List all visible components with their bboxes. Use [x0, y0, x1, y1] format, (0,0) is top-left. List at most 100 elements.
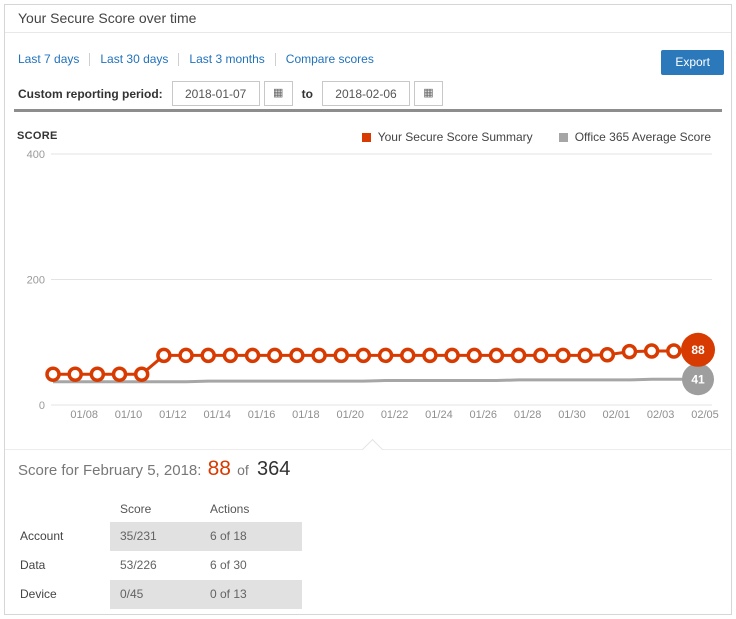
link-last-30-days[interactable]: Last 30 days	[100, 52, 169, 66]
link-last-3-months[interactable]: Last 3 months	[189, 52, 265, 66]
link-separator	[274, 52, 276, 66]
y-axis-title: SCORE	[17, 130, 58, 142]
score-detail-panel: Score for February 5, 2018: 88 of 364 Sc…	[18, 457, 718, 609]
x-tick-label: 02/03	[647, 409, 675, 421]
page-title: Your Secure Score over time	[18, 10, 197, 26]
data-point[interactable]	[666, 343, 682, 359]
total-score: 364	[257, 458, 291, 480]
data-point[interactable]	[222, 347, 239, 364]
data-point[interactable]	[311, 347, 327, 364]
x-tick-label: 02/05	[691, 409, 719, 421]
data-point[interactable]	[555, 347, 571, 364]
average-score-line	[53, 377, 696, 384]
table-cell-actions: 0 of 13	[200, 580, 302, 609]
column-header-actions: Actions	[210, 502, 250, 516]
table-row-label: Device	[20, 587, 57, 601]
data-point[interactable]	[643, 343, 660, 359]
x-tick-label: 01/16	[248, 409, 276, 421]
link-last-7-days[interactable]: Last 7 days	[18, 52, 80, 66]
data-point[interactable]	[621, 343, 638, 360]
data-point[interactable]	[422, 347, 438, 364]
x-tick-label: 01/10	[115, 409, 143, 421]
data-point[interactable]	[488, 347, 505, 364]
column-header-blank	[18, 496, 110, 522]
column-header-score: Score	[120, 502, 152, 516]
table-cell-score: 53/226	[120, 558, 157, 572]
custom-reporting-period: Custom reporting period: ▦ to ▦	[18, 81, 443, 106]
data-point[interactable]	[355, 347, 372, 364]
of-label: of	[237, 462, 249, 478]
x-tick-label: 01/26	[470, 409, 498, 421]
custom-period-label: Custom reporting period:	[18, 86, 163, 101]
line-chart-canvas[interactable]: 0 200 400 01/08 01/10 01/12 01/14 01/16 01/18 01/…	[5, 117, 733, 453]
data-point[interactable]	[133, 366, 150, 383]
data-point[interactable]	[333, 347, 349, 364]
section-divider	[14, 109, 722, 112]
date-from-input[interactable]	[171, 81, 260, 106]
average-score-end-value: 41	[691, 372, 705, 386]
time-range-links: Last 7 days Last 30 days Last 3 months C…	[18, 52, 374, 66]
x-tick-label: 01/30	[558, 409, 586, 421]
data-point[interactable]	[266, 347, 283, 364]
table-row-label: Data	[20, 558, 46, 572]
data-point[interactable]	[178, 347, 194, 364]
secure-score-end-value: 88	[691, 343, 705, 357]
data-point[interactable]	[45, 366, 61, 383]
data-point[interactable]	[599, 347, 616, 363]
secure-score-swatch-icon	[361, 132, 371, 142]
x-tick-label: 01/18	[292, 409, 320, 421]
data-point[interactable]	[111, 366, 128, 383]
x-tick-label: 01/12	[159, 409, 187, 421]
data-point[interactable]	[577, 347, 593, 364]
data-point[interactable]	[156, 347, 172, 364]
table-row-label: Account	[20, 529, 64, 543]
data-point[interactable]	[244, 347, 261, 364]
legend-label: Office 365 Average Score	[574, 130, 711, 144]
data-point[interactable]	[377, 347, 394, 364]
chart-legend: Your Secure Score Summary Office 365 Ave…	[361, 130, 711, 144]
x-tick-label: 02/01	[603, 409, 631, 421]
calendar-icon[interactable]: ▦	[414, 81, 443, 106]
score-breakdown-table: Score Actions Account 35/231 6 of 18 Dat…	[18, 496, 718, 609]
x-tick-label: 01/20	[336, 409, 364, 421]
y-tick-label: 400	[27, 149, 45, 161]
link-separator	[89, 52, 91, 66]
detail-heading: Score for February 5, 2018: 88 of 364	[18, 457, 718, 481]
data-point[interactable]	[89, 366, 106, 383]
average-score-end-bubble[interactable]	[682, 363, 714, 396]
x-tick-label: 01/28	[514, 409, 542, 421]
table-cell-actions: 6 of 18	[200, 522, 302, 551]
data-point[interactable]	[289, 347, 305, 364]
x-tick-label: 01/24	[425, 409, 453, 421]
x-tick-label: 01/22	[381, 409, 409, 421]
data-point[interactable]	[444, 347, 460, 364]
link-separator	[178, 52, 180, 66]
current-score: 88	[207, 457, 231, 480]
calendar-icon[interactable]: ▦	[263, 81, 293, 106]
data-point[interactable]	[200, 347, 216, 364]
secure-score-end-bubble[interactable]	[681, 332, 715, 367]
legend-item-secure-score[interactable]: Your Secure Score Summary	[361, 130, 533, 144]
date-to-input[interactable]	[322, 81, 410, 106]
link-compare-scores[interactable]: Compare scores	[285, 52, 374, 66]
data-point[interactable]	[533, 347, 549, 364]
x-tick-label: 01/14	[203, 409, 231, 421]
legend-label: Your Secure Score Summary	[377, 130, 533, 144]
x-tick-label: 01/08	[70, 409, 98, 421]
score-chart[interactable]: SCORE Your Secure Score Summary Office 3…	[5, 117, 731, 453]
average-score-swatch-icon	[558, 132, 568, 142]
secure-score-line	[53, 348, 697, 376]
export-button[interactable]: Export	[661, 50, 724, 75]
data-point[interactable]	[466, 347, 483, 364]
data-point[interactable]	[400, 347, 416, 364]
table-cell-score: 35/231	[110, 522, 200, 551]
table-cell-actions: 6 of 30	[210, 558, 247, 572]
y-tick-label: 200	[27, 275, 45, 287]
secure-score-panel: Your Secure Score over time Last 7 days …	[4, 4, 732, 615]
legend-item-average-score[interactable]: Office 365 Average Score	[558, 130, 711, 144]
title-bar: Your Secure Score over time	[5, 5, 731, 33]
table-cell-score: 0/45	[110, 580, 200, 609]
to-label: to	[301, 86, 313, 101]
data-point[interactable]	[67, 366, 83, 383]
data-point[interactable]	[510, 347, 527, 364]
